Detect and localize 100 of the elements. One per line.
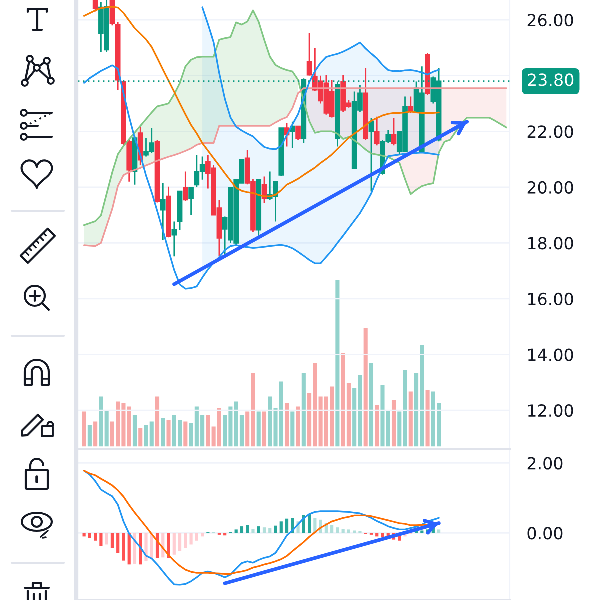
y-tick-label: 14.00 — [528, 348, 574, 362]
bar — [364, 328, 368, 447]
bar — [256, 412, 261, 447]
bar — [420, 530, 424, 534]
bar — [224, 533, 227, 536]
bar — [257, 526, 260, 534]
candlestick — [425, 52, 430, 96]
bar — [133, 533, 137, 564]
candlestick — [92, 0, 98, 12]
y-tick-label: 2.00 — [528, 457, 563, 470]
candlestick — [262, 176, 268, 204]
bar — [252, 529, 255, 534]
candlestick — [363, 68, 369, 141]
y-tick-label: 20.00 — [528, 181, 574, 194]
bar — [290, 412, 295, 447]
bar — [347, 530, 351, 534]
bar — [296, 406, 300, 447]
bar — [438, 530, 441, 534]
bar — [274, 526, 278, 534]
bar — [426, 390, 430, 447]
bar — [138, 428, 143, 447]
bar — [201, 533, 204, 537]
bar — [178, 533, 182, 552]
candlestick — [368, 118, 374, 192]
bar — [246, 526, 250, 534]
bar — [88, 533, 92, 538]
bar — [342, 529, 345, 534]
bar — [100, 533, 103, 546]
candlestick — [177, 190, 183, 231]
bar — [240, 526, 244, 534]
bar — [353, 530, 356, 534]
bar — [127, 406, 132, 447]
candlestick — [172, 221, 178, 258]
bar — [132, 415, 138, 447]
bar — [82, 533, 86, 537]
candlestick — [188, 188, 194, 216]
bar — [392, 400, 396, 447]
candlestick — [160, 182, 166, 241]
bar — [302, 373, 306, 447]
line-series — [83, 6, 440, 198]
bar — [262, 412, 267, 447]
candlestick — [126, 139, 132, 183]
line-series — [83, 10, 508, 226]
y-tick-label: 26.00 — [528, 14, 574, 27]
bar — [262, 528, 266, 534]
bar — [284, 403, 290, 447]
bar — [88, 425, 92, 447]
bar — [184, 533, 188, 548]
bar — [408, 392, 413, 447]
y-tick-label: 0.00 — [528, 527, 563, 540]
bar — [116, 533, 120, 554]
bar — [375, 405, 380, 447]
bar — [308, 514, 312, 534]
bar — [94, 533, 98, 541]
candlestick — [391, 118, 397, 146]
candlestick — [256, 179, 262, 238]
bar — [128, 533, 131, 565]
bar — [105, 533, 108, 545]
y-tick-label: 18.00 — [528, 237, 574, 250]
bar — [122, 533, 126, 561]
bar — [369, 364, 374, 447]
bar — [155, 396, 160, 447]
candlestick — [115, 21, 121, 91]
y-tick-label: 16.00 — [528, 292, 574, 306]
bar — [166, 420, 171, 447]
bar — [144, 533, 148, 562]
bar — [336, 528, 340, 534]
bar — [280, 522, 283, 534]
bar — [195, 533, 198, 541]
candlestick — [306, 32, 312, 77]
y-tick-label: 22.00 — [528, 126, 574, 138]
candlestick — [290, 121, 296, 150]
candlestick — [374, 116, 380, 146]
bar — [184, 422, 188, 447]
bar — [336, 280, 340, 447]
line-series — [83, 64, 440, 290]
bar — [161, 418, 166, 447]
bar — [206, 415, 210, 447]
bar — [190, 533, 193, 545]
bar — [82, 412, 86, 447]
y-tick-label: 12.00 — [528, 404, 574, 418]
ref-line-label: 23.80 — [528, 74, 574, 86]
bar — [104, 410, 109, 447]
bar — [172, 533, 176, 555]
bar — [376, 533, 379, 537]
bar — [285, 518, 289, 534]
bar — [94, 422, 98, 447]
line-series — [83, 88, 508, 248]
candlestick — [166, 186, 172, 238]
bar — [381, 533, 384, 538]
bar — [234, 530, 238, 534]
candlestick — [154, 139, 160, 204]
bar — [110, 533, 114, 548]
bar — [330, 526, 334, 534]
bar — [99, 396, 104, 447]
candlestick — [408, 96, 414, 114]
candlestick — [278, 128, 284, 177]
candlestick — [182, 171, 188, 202]
candlestick — [296, 125, 301, 141]
line-series — [202, 6, 440, 150]
